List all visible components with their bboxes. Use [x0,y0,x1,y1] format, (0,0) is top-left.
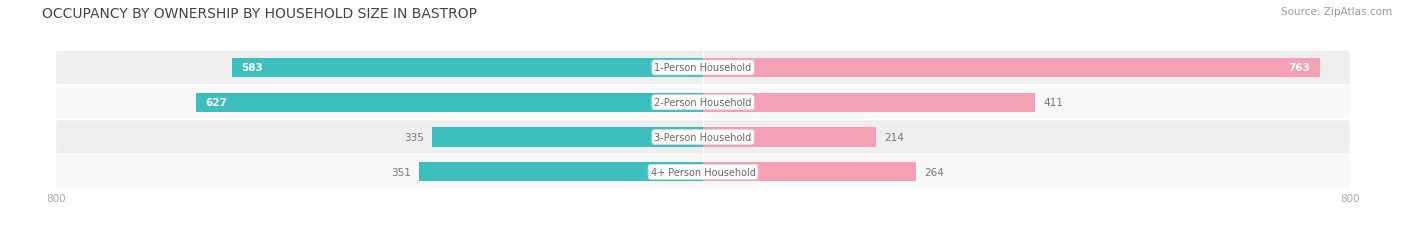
Text: 627: 627 [205,98,228,108]
Text: Source: ZipAtlas.com: Source: ZipAtlas.com [1281,7,1392,17]
Text: 351: 351 [391,167,411,177]
Bar [195,93,703,112]
FancyBboxPatch shape [56,52,1350,85]
Bar [703,128,876,147]
Text: 4+ Person Household: 4+ Person Household [651,167,755,177]
Text: 583: 583 [242,63,263,73]
Bar [432,128,703,147]
Text: 763: 763 [1288,63,1310,73]
Text: 411: 411 [1043,98,1063,108]
Text: 214: 214 [884,132,904,143]
Text: 1-Person Household: 1-Person Household [654,63,752,73]
Text: 264: 264 [925,167,945,177]
Bar [703,93,1035,112]
Bar [703,59,1320,78]
Text: OCCUPANCY BY OWNERSHIP BY HOUSEHOLD SIZE IN BASTROP: OCCUPANCY BY OWNERSHIP BY HOUSEHOLD SIZE… [42,7,477,21]
Text: 3-Person Household: 3-Person Household [654,132,752,143]
FancyBboxPatch shape [56,121,1350,154]
Bar [232,59,703,78]
Text: 335: 335 [404,132,425,143]
FancyBboxPatch shape [56,86,1350,119]
Bar [703,163,917,182]
Text: 2-Person Household: 2-Person Household [654,98,752,108]
FancyBboxPatch shape [56,155,1350,189]
Bar [419,163,703,182]
